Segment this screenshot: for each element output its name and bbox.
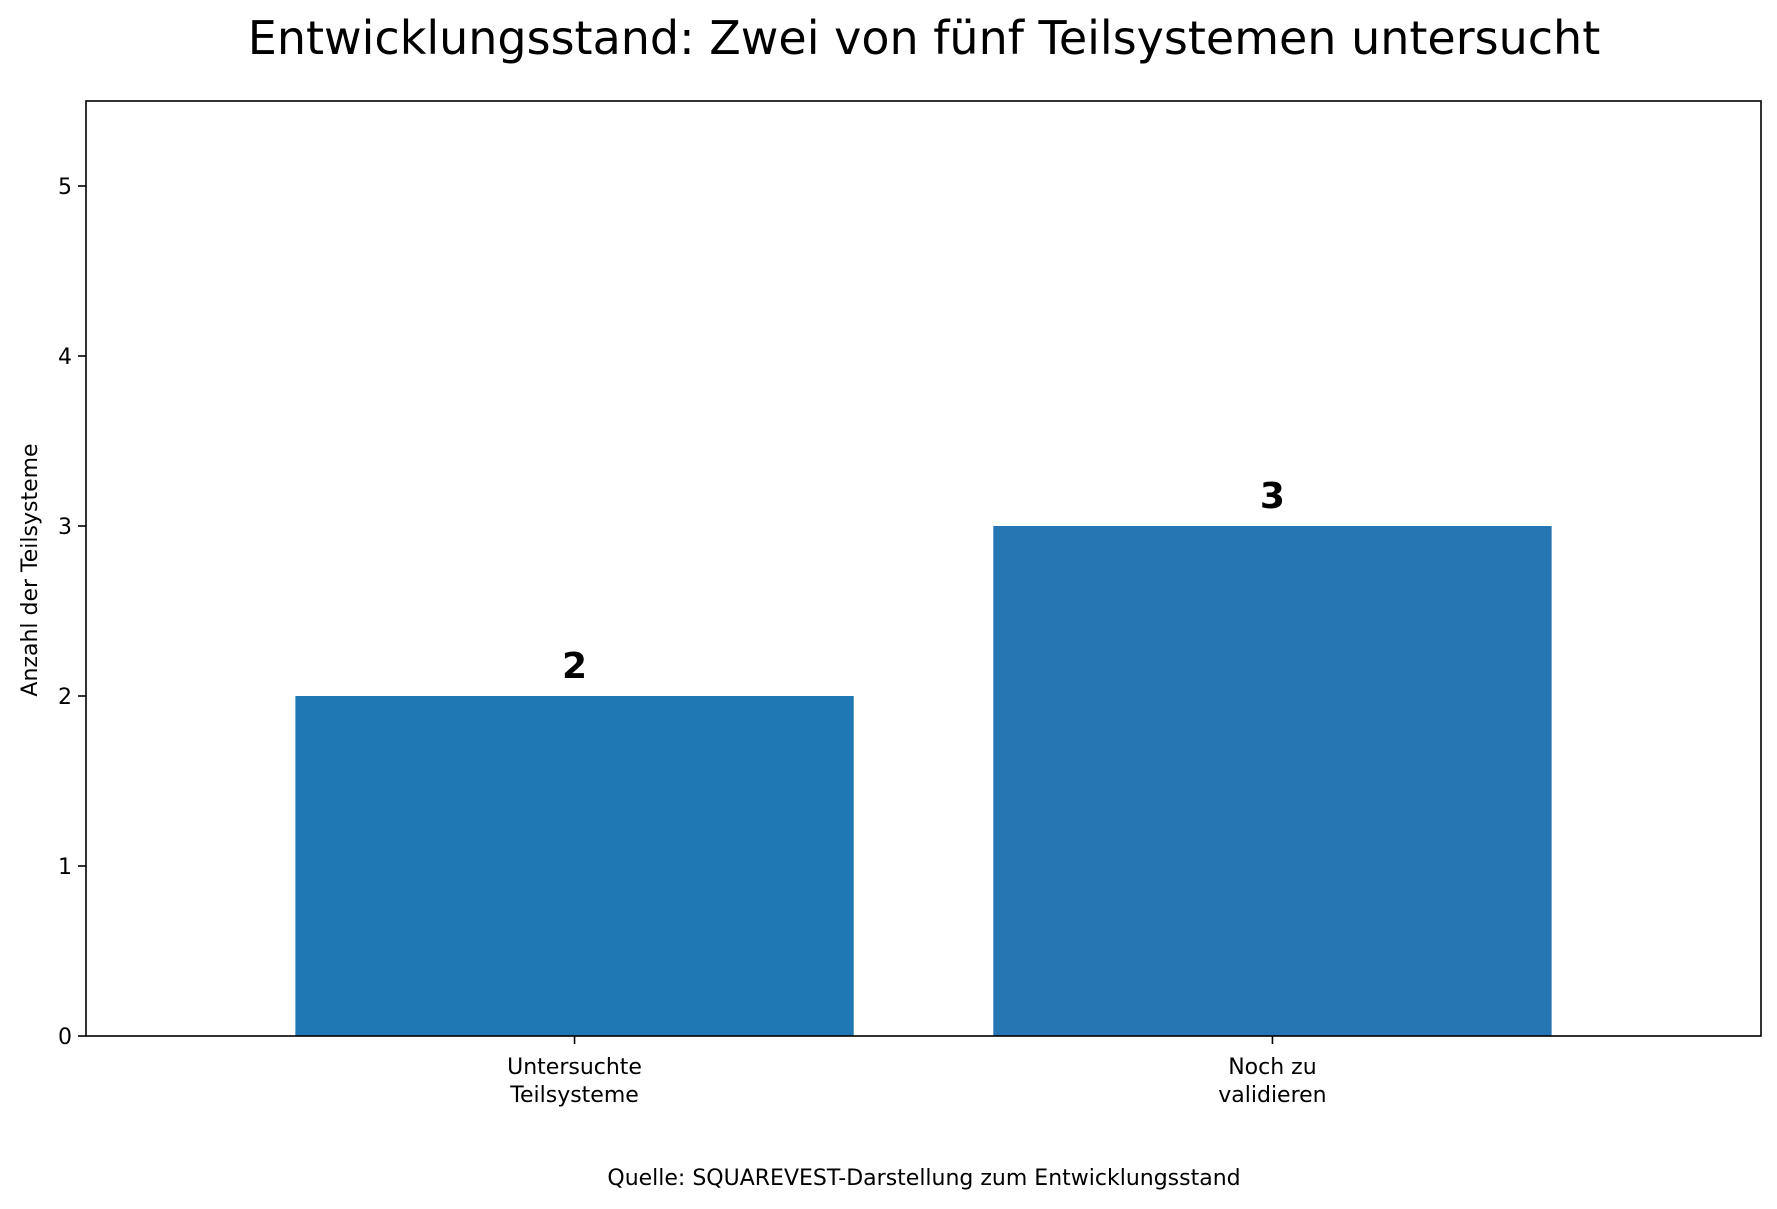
y-tick-label-2: 2 — [58, 685, 72, 710]
y-tick-label-1: 1 — [58, 855, 72, 880]
x-tick-label-2-line-1: Noch zu — [1228, 1055, 1316, 1080]
y-tick-label-0: 0 — [58, 1025, 72, 1050]
bar-2 — [993, 526, 1552, 1036]
y-tick-label-4: 4 — [58, 345, 72, 370]
y-axis-label: Anzahl der Teilsysteme — [18, 443, 43, 696]
bar-1 — [295, 696, 854, 1036]
y-tick-label-3: 3 — [58, 515, 72, 540]
x-tick-label-2-line-2: validieren — [1218, 1083, 1326, 1108]
data-label-1: 2 — [562, 646, 587, 687]
axes-frame — [85, 100, 1762, 1037]
source-note: Quelle: SQUAREVEST-Darstellung zum Entwi… — [607, 1166, 1240, 1191]
x-tick-label-1-line-1: Untersuchte — [507, 1055, 642, 1080]
chart-title: Entwicklungsstand: Zwei von fünf Teilsys… — [248, 11, 1601, 65]
x-tick-label-1-line-2: Teilsysteme — [509, 1083, 639, 1108]
plot-area: 0 1 2 3 4 5 Untersuchte Teilsysteme Noch zu valid… — [58, 100, 1762, 1108]
y-tick-label-5: 5 — [58, 175, 72, 200]
data-label-2: 3 — [1260, 476, 1285, 517]
